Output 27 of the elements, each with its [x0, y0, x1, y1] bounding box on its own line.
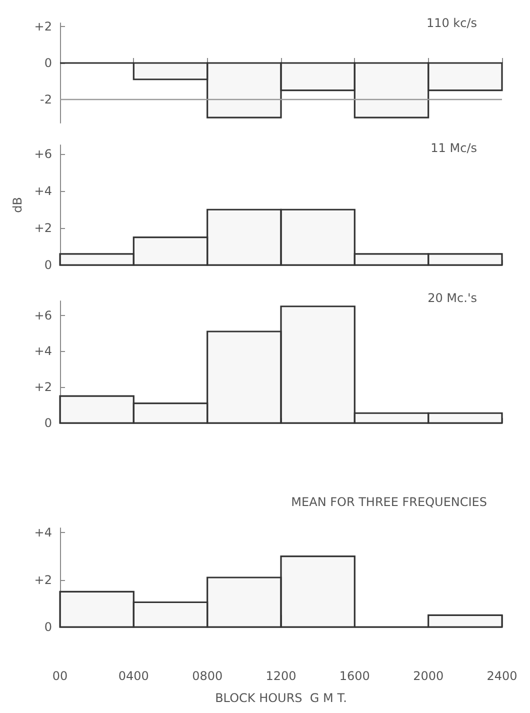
x-tick-label: 1600: [339, 669, 370, 683]
y-tick-label: 0: [44, 416, 52, 430]
y-tick-label: -2: [40, 92, 52, 106]
y-tick-label: 0: [44, 620, 52, 634]
x-axis-title: BLOCK HOURS G M T.: [215, 691, 347, 705]
x-tick-label: 0800: [192, 669, 223, 683]
x-tick-label: 2400: [486, 669, 518, 683]
chart-title: MEAN FOR THREE FREQUENCIES: [291, 495, 488, 509]
y-tick-label: +2: [34, 380, 52, 394]
chart-title: 110 kc/s: [426, 16, 477, 30]
y-axis-title: dB: [10, 197, 24, 213]
y-tick-label: 0: [44, 258, 52, 272]
chart-title: 20 Mc.'s: [428, 291, 478, 305]
x-tick-label: 1200: [266, 669, 296, 683]
x-tick-label: 00: [52, 669, 68, 683]
y-tick-label: +2: [34, 221, 52, 236]
y-tick-label: +4: [34, 184, 52, 198]
x-tick-label: 2000: [413, 669, 444, 683]
y-tick-label: +4: [34, 344, 52, 358]
y-tick-label: +4: [34, 526, 52, 540]
x-tick-label: 0400: [118, 669, 149, 683]
y-tick-label: +6: [34, 147, 52, 162]
y-tick-label: 0: [44, 56, 52, 70]
chart-title: 11 Mc/s: [430, 141, 478, 155]
y-tick-label: +6: [34, 308, 52, 322]
y-tick-label: +2: [34, 20, 52, 34]
y-tick-label: +2: [34, 572, 52, 587]
